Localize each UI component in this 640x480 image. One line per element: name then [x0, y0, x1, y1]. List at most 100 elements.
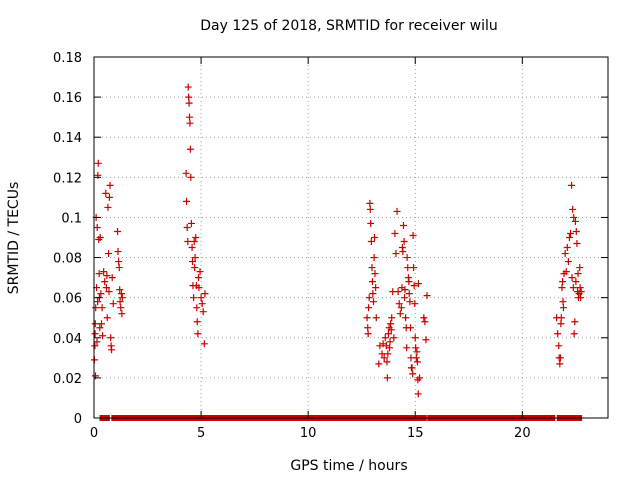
- data-point: [558, 284, 566, 292]
- data-point: [408, 364, 416, 372]
- data-point: [412, 354, 420, 362]
- data-point: [97, 320, 105, 328]
- data-point: [416, 374, 424, 382]
- data-point: [118, 294, 126, 302]
- data-point: [405, 290, 413, 298]
- data-point: [400, 238, 408, 246]
- data-point: [99, 332, 107, 340]
- data-point: [372, 314, 380, 322]
- data-point: [104, 203, 112, 211]
- data-point: [571, 318, 579, 326]
- y-tick-label: 0.06: [53, 292, 82, 307]
- data-point: [568, 181, 576, 189]
- data-point: [108, 274, 116, 282]
- y-tick-label: 0.16: [53, 91, 82, 106]
- data-point: [387, 326, 395, 334]
- data-point: [103, 272, 111, 280]
- data-point: [96, 234, 104, 241]
- data-point: [95, 270, 103, 278]
- data-point: [559, 278, 567, 286]
- data-point: [105, 250, 113, 258]
- data-point: [184, 83, 192, 91]
- data-point: [414, 390, 422, 398]
- data-point: [386, 338, 394, 346]
- data-point: [371, 234, 379, 241]
- data-point: [198, 300, 206, 308]
- data-point: [564, 258, 572, 266]
- data-point: [565, 234, 573, 241]
- data-point: [97, 290, 105, 298]
- data-point: [100, 268, 108, 276]
- data-point: [576, 284, 584, 292]
- data-point: [103, 314, 111, 322]
- data-point: [407, 324, 415, 332]
- data-point: [109, 300, 117, 308]
- data-point: [561, 250, 569, 258]
- x-tick-label: 10: [300, 426, 317, 441]
- data-point: [391, 229, 399, 237]
- data-point: [185, 99, 193, 107]
- axis-ticks: [93, 56, 608, 419]
- data-point: [559, 304, 567, 312]
- data-point: [195, 274, 203, 282]
- data-point: [366, 199, 374, 207]
- data-point: [397, 304, 405, 312]
- data-point: [556, 360, 564, 368]
- y-tick-labels: 0 0.02 0.04 0.06 0.08 0.1 0.12 0.14 0.16 0.18: [53, 51, 82, 427]
- data-point: [187, 219, 195, 227]
- data-point: [193, 318, 201, 326]
- data-point: [363, 314, 371, 322]
- data-point: [383, 358, 391, 366]
- data-point: [191, 254, 199, 262]
- data-point: [186, 119, 194, 127]
- data-point: [577, 288, 585, 296]
- x-tick-label: 20: [514, 426, 531, 441]
- data-point: [576, 264, 584, 272]
- x-axis-label: GPS time / hours: [290, 458, 407, 474]
- data-point: [94, 159, 102, 167]
- data-point: [420, 314, 428, 322]
- data-point: [556, 354, 564, 362]
- data-point: [568, 274, 576, 282]
- data-point: [384, 330, 392, 338]
- data-point: [187, 173, 195, 181]
- y-tick-label: 0.12: [53, 171, 82, 186]
- data-point: [93, 338, 101, 346]
- data-point: [105, 288, 113, 296]
- data-point: [197, 294, 205, 302]
- data-point: [387, 320, 395, 328]
- data-point: [194, 330, 202, 338]
- data-point: [117, 304, 125, 312]
- data-point: [101, 278, 109, 286]
- data-point: [367, 219, 375, 227]
- data-point: [396, 310, 404, 318]
- data-point: [570, 213, 578, 221]
- data-point: [422, 336, 430, 344]
- data-point: [102, 284, 110, 292]
- data-point: [91, 320, 99, 328]
- data-point: [384, 350, 392, 358]
- data-point: [395, 300, 403, 308]
- data-point: [364, 324, 372, 332]
- y-tick-label: 0.02: [53, 372, 82, 387]
- data-point: [114, 248, 122, 256]
- data-point: [414, 280, 422, 288]
- data-point: [118, 310, 126, 318]
- data-point: [569, 284, 577, 292]
- data-point: [369, 290, 377, 298]
- data-point: [115, 258, 123, 266]
- data-point: [393, 207, 401, 215]
- data-point: [185, 93, 193, 101]
- data-point: [370, 254, 378, 262]
- data-point: [184, 238, 192, 246]
- data-point: [554, 330, 562, 338]
- y-tick-label: 0: [74, 412, 82, 427]
- data-point: [412, 344, 420, 352]
- data-point: [572, 278, 580, 286]
- data-point: [115, 264, 123, 272]
- data-point: [569, 205, 577, 213]
- data-point: [193, 304, 201, 312]
- data-point: [91, 342, 99, 350]
- data-point: [183, 223, 191, 231]
- data-point: [371, 270, 379, 278]
